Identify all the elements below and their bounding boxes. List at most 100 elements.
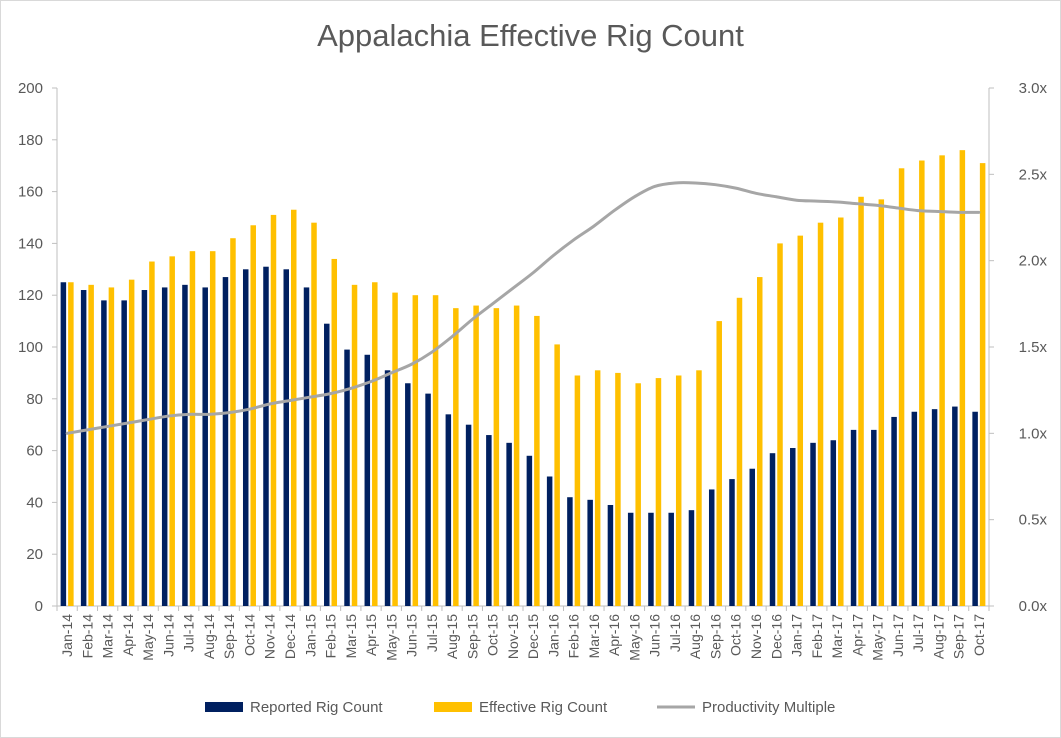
bar-reported-rig-count [324, 323, 330, 606]
x-tick-label: Nov-15 [505, 614, 521, 659]
x-tick-label: Aug-14 [201, 614, 217, 659]
bar-reported-rig-count [486, 435, 492, 606]
bar-reported-rig-count [810, 442, 816, 606]
bar-effective-rig-count [817, 222, 824, 606]
bar-reported-rig-count [607, 504, 614, 606]
x-tick-label: Jun-15 [404, 614, 420, 657]
x-tick-label: Feb-16 [566, 614, 582, 659]
bar-effective-rig-count [453, 308, 459, 606]
bar-reported-rig-count [364, 354, 371, 606]
bar-effective-rig-count [372, 282, 378, 606]
y-tick-label-left: 160 [18, 184, 43, 201]
y-tick-label-right: 1.0x [1019, 425, 1048, 442]
bar-effective-rig-count [675, 375, 682, 606]
y-tick-label-left: 120 [18, 287, 43, 304]
x-tick-label: Jul-17 [910, 614, 926, 652]
bar-effective-rig-count [696, 370, 702, 606]
legend-effective-rig-count: Effective Rig Count [479, 699, 608, 716]
bar-reported-rig-count [627, 512, 634, 606]
bar-reported-rig-count [161, 287, 168, 606]
bar-reported-rig-count [283, 269, 289, 606]
x-tick-label: Jan-16 [545, 614, 561, 657]
x-tick-label: Dec-16 [768, 614, 784, 659]
legend-effective-rig-count-swatch [434, 702, 472, 712]
x-tick-label: Mar-15 [343, 614, 359, 659]
legend-reported-rig-count-swatch [205, 702, 243, 712]
bar-reported-rig-count [141, 290, 148, 606]
legend-reported-rig-count: Reported Rig Count [250, 699, 383, 716]
bar-effective-rig-count [149, 261, 155, 606]
bar-reported-rig-count [871, 429, 877, 606]
x-tick-label: Jul-15 [424, 614, 440, 652]
bar-reported-rig-count [972, 411, 978, 606]
bar-effective-rig-count [209, 251, 216, 607]
y-tick-label-right: 2.5x [1019, 166, 1048, 183]
x-tick-label: Mar-14 [100, 614, 116, 659]
x-tick-label: Aug-15 [444, 614, 460, 659]
bar-reported-rig-count [465, 424, 472, 606]
bar-reported-rig-count [121, 300, 127, 606]
bar-reported-rig-count [303, 287, 310, 606]
x-tick-label: Feb-17 [809, 614, 825, 659]
x-tick-label: Jan-14 [59, 614, 75, 657]
bar-reported-rig-count [931, 409, 938, 606]
bar-reported-rig-count [749, 468, 755, 606]
y-tick-label-right: 3.0x [1019, 80, 1048, 97]
bar-effective-rig-count [655, 378, 662, 606]
bar-effective-rig-count [230, 238, 236, 606]
x-tick-label: May-16 [626, 614, 642, 661]
bar-reported-rig-count [384, 370, 391, 606]
x-tick-label: May-14 [140, 614, 156, 661]
x-tick-label: Sep-14 [221, 614, 237, 659]
x-tick-label: May-17 [870, 614, 886, 661]
bar-reported-rig-count [911, 411, 918, 606]
bar-reported-rig-count [891, 416, 897, 606]
bar-effective-rig-count [919, 160, 925, 606]
y-tick-label-left: 100 [18, 339, 43, 356]
x-tick-label: Jun-16 [647, 614, 663, 657]
bar-reported-rig-count [668, 512, 674, 606]
y-tick-label-left: 20 [26, 546, 43, 563]
x-tick-label: Jul-14 [181, 614, 197, 652]
bar-reported-rig-count [445, 414, 452, 606]
bar-effective-rig-count [291, 209, 297, 607]
bar-effective-rig-count [736, 297, 743, 606]
bar-effective-rig-count [392, 292, 398, 606]
bar-reported-rig-count [182, 284, 188, 606]
x-tick-label: Oct-14 [241, 614, 257, 656]
legend-productivity-multiple: Productivity Multiple [702, 699, 835, 716]
bar-reported-rig-count [242, 269, 249, 606]
bar-effective-rig-count [777, 243, 783, 606]
bar-effective-rig-count [858, 196, 864, 606]
bar-effective-rig-count [169, 256, 175, 606]
x-tick-label: Oct-16 [728, 614, 744, 656]
x-tick-label: Jun-17 [890, 614, 906, 657]
x-tick-label: Apr-17 [849, 614, 865, 656]
y-tick-label-left: 60 [26, 443, 43, 460]
bar-reported-rig-count [688, 510, 695, 606]
bar-reported-rig-count [344, 349, 350, 606]
bar-effective-rig-count [939, 155, 945, 606]
bar-effective-rig-count [68, 282, 74, 606]
y-tick-label-left: 80 [26, 391, 43, 408]
y-tick-label-left: 200 [18, 80, 43, 97]
bar-reported-rig-count [790, 448, 796, 606]
y-tick-label-left: 40 [26, 494, 43, 511]
bar-effective-rig-count [878, 199, 885, 606]
bar-reported-rig-count [952, 406, 958, 606]
x-tick-label: Jan-17 [789, 614, 805, 657]
x-tick-label: Feb-14 [79, 614, 95, 659]
chart-title: Appalachia Effective Rig Count [317, 18, 744, 53]
y-tick-label-right: 2.0x [1019, 253, 1048, 270]
bar-reported-rig-count [830, 440, 837, 606]
bar-reported-rig-count [425, 393, 431, 606]
bar-effective-rig-count [797, 235, 804, 606]
y-tick-label-left: 180 [18, 132, 43, 149]
x-tick-label: Apr-14 [120, 614, 136, 656]
y-tick-label-right: 1.5x [1019, 339, 1048, 356]
y-tick-label-right: 0.0x [1019, 598, 1048, 615]
line-productivity-multiple [65, 181, 981, 435]
x-tick-label: Oct-17 [971, 614, 987, 656]
bar-effective-rig-count [554, 344, 560, 606]
x-tick-label: Mar-16 [586, 614, 602, 659]
